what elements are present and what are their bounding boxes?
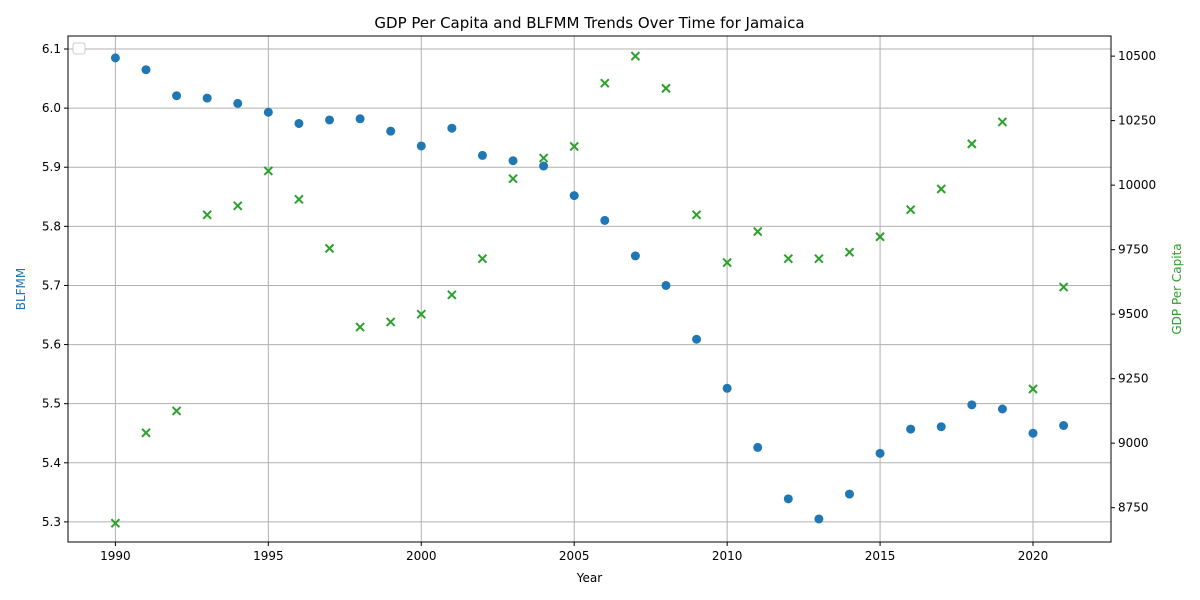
blfmm-point [722,383,732,393]
gdp-point [753,226,763,237]
gdp-point [630,51,641,61]
x-tick-label: 2020 [1018,549,1049,563]
blfmm-point [783,494,793,504]
blfmm-point [569,191,579,201]
x-tick-label: 2010 [712,549,743,563]
gdp-point [722,257,732,268]
left-y-tick-label: 5.5 [42,397,61,411]
x-tick-label: 1995 [253,549,284,563]
left-y-tick-label: 6.0 [42,101,61,115]
blfmm-point [263,107,273,117]
right-y-axis-label: GDP Per Capita [1170,243,1184,334]
left-y-tick-label: 5.7 [42,278,61,292]
blfmm-point [1059,421,1069,431]
blfmm-point [202,93,212,103]
blfmm-point [416,141,426,151]
gdp-point [814,253,824,264]
gdp-point [447,290,457,300]
x-tick-label: 2015 [865,549,896,563]
gdp-point [263,166,274,176]
blfmm-point [539,161,549,171]
blfmm-point [325,115,335,125]
blfmm-point [386,126,396,136]
blfmm-point [447,123,457,133]
gdp-point [569,141,579,152]
gdp-point [1058,282,1069,292]
axis-ticks: 1990 1995 2000 2005 2010 2015 2020 5.3 5.4 5.5 5.6… [42,42,1156,563]
gdp-point [691,210,702,220]
right-y-tick-label: 10500 [1118,49,1156,63]
blfmm-point [600,215,610,225]
x-tick-label: 2005 [559,549,590,563]
right-y-tick-label: 9500 [1118,307,1149,321]
gdp-point [1028,384,1038,394]
gdp-point [997,117,1008,127]
blfmm-point [844,489,854,499]
gdp-point [141,428,151,438]
right-y-tick-label: 8750 [1118,501,1149,515]
gdp-point [783,253,794,264]
gdp-point [202,210,212,220]
blfmm-point [110,53,120,63]
blfmm-point [661,280,671,290]
gdp-point [385,317,396,327]
data-marks [110,51,1069,528]
blfmm-point [508,156,518,166]
blfmm-point [967,400,977,410]
left-y-tick-label: 5.8 [42,219,61,233]
gdp-point [324,243,335,254]
x-axis-label: Year [576,571,602,585]
left-y-tick-label: 5.4 [42,456,61,470]
right-y-tick-label: 10250 [1118,114,1156,128]
gdp-point [477,253,488,264]
gdp-point [294,194,304,205]
left-y-tick-label: 5.3 [42,515,61,529]
plot-frame [67,35,1112,543]
blfmm-point [477,150,487,160]
blfmm-point [753,442,763,452]
blfmm-point [936,422,946,432]
blfmm-point [630,251,640,261]
right-y-tick-label: 10000 [1118,178,1156,192]
grid-lines [68,36,1111,542]
gdp-point [905,204,916,215]
gdp-point [936,184,946,194]
left-y-tick-label: 6.1 [42,42,61,56]
gdp-point [600,78,610,88]
blfmm-point [692,334,702,344]
blfmm-point [233,98,243,108]
blfmm-point [814,514,824,524]
left-y-tick-label: 5.9 [42,160,61,174]
gdp-point [416,309,426,319]
blfmm-point [1028,428,1038,438]
x-tick-label: 1990 [100,549,131,563]
gdp-point [355,322,365,332]
gdp-point [233,201,243,211]
blfmm-point [355,114,365,124]
left-y-tick-label: 5.6 [42,338,61,352]
blfmm-point [141,65,151,75]
gdp-point [538,153,549,163]
right-y-tick-label: 9000 [1118,436,1149,450]
gdp-point [171,406,182,416]
blfmm-point [294,118,304,128]
gdp-point [875,232,885,242]
gdp-point [508,173,518,184]
blfmm-point [875,448,885,458]
gdp-point [844,247,855,257]
x-tick-label: 2000 [406,549,437,563]
left-y-axis-label: BLFMM [14,268,28,311]
right-y-tick-label: 9250 [1118,372,1149,386]
right-y-tick-label: 9750 [1118,243,1149,257]
chart-title: GDP Per Capita and BLFMM Trends Over Tim… [374,14,804,32]
gdp-point [967,139,977,149]
blfmm-point [997,404,1007,414]
blfmm-point [906,424,916,434]
gdp-point [661,83,671,94]
legend-box [72,42,86,55]
blfmm-point [172,91,182,101]
gdp-point [110,518,121,528]
